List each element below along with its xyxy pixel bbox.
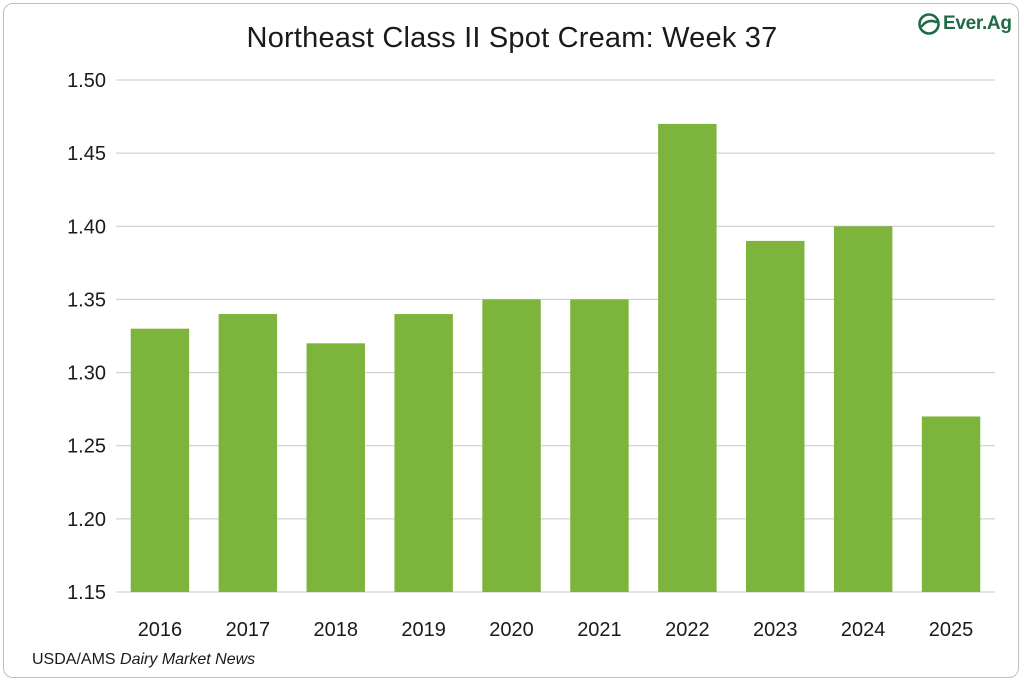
y-tick-label: 1.25 (67, 436, 106, 458)
y-tick-label: 1.45 (67, 143, 106, 165)
y-tick-label: 1.50 (67, 70, 106, 92)
chart-title: Northeast Class II Spot Cream: Week 37 (246, 22, 778, 54)
bar-2019 (394, 314, 453, 592)
bar-2016 (130, 328, 190, 592)
x-tick-label: 2016 (138, 619, 183, 641)
y-tick-label: 1.15 (67, 582, 106, 604)
x-tick-label: 2022 (665, 619, 710, 641)
x-tick-label: 2021 (577, 619, 622, 641)
bar-2018 (306, 343, 365, 592)
bar-2023 (746, 240, 805, 592)
bar-2021 (570, 299, 629, 592)
source-publication: Dairy Market News (120, 651, 256, 668)
x-tick-label: 2020 (489, 619, 534, 641)
bar-2020 (482, 299, 541, 592)
ever-ag-logo: Ever.Ag (918, 10, 1012, 38)
x-tick-label: 2023 (753, 619, 798, 641)
x-tick-label: 2025 (929, 619, 974, 641)
y-tick-label: 1.40 (67, 216, 106, 238)
y-tick-label: 1.20 (67, 509, 106, 531)
ever-ag-leaf-icon (918, 13, 940, 35)
y-tick-label: 1.30 (67, 363, 106, 385)
y-tick-label: 1.35 (67, 289, 106, 311)
bar-2017 (218, 314, 278, 592)
source-note: USDA/AMS Dairy Market News (32, 651, 255, 669)
source-prefix: USDA/AMS (32, 651, 116, 668)
logo-text: Ever.Ag (943, 13, 1012, 34)
x-tick-label: 2017 (226, 619, 271, 641)
x-tick-label: 2024 (841, 619, 886, 641)
bar-2022 (658, 123, 717, 592)
bar-2024 (833, 226, 893, 593)
x-tick-label: 2018 (314, 619, 359, 641)
bar-2025 (921, 416, 981, 592)
x-tick-label: 2019 (401, 619, 446, 641)
